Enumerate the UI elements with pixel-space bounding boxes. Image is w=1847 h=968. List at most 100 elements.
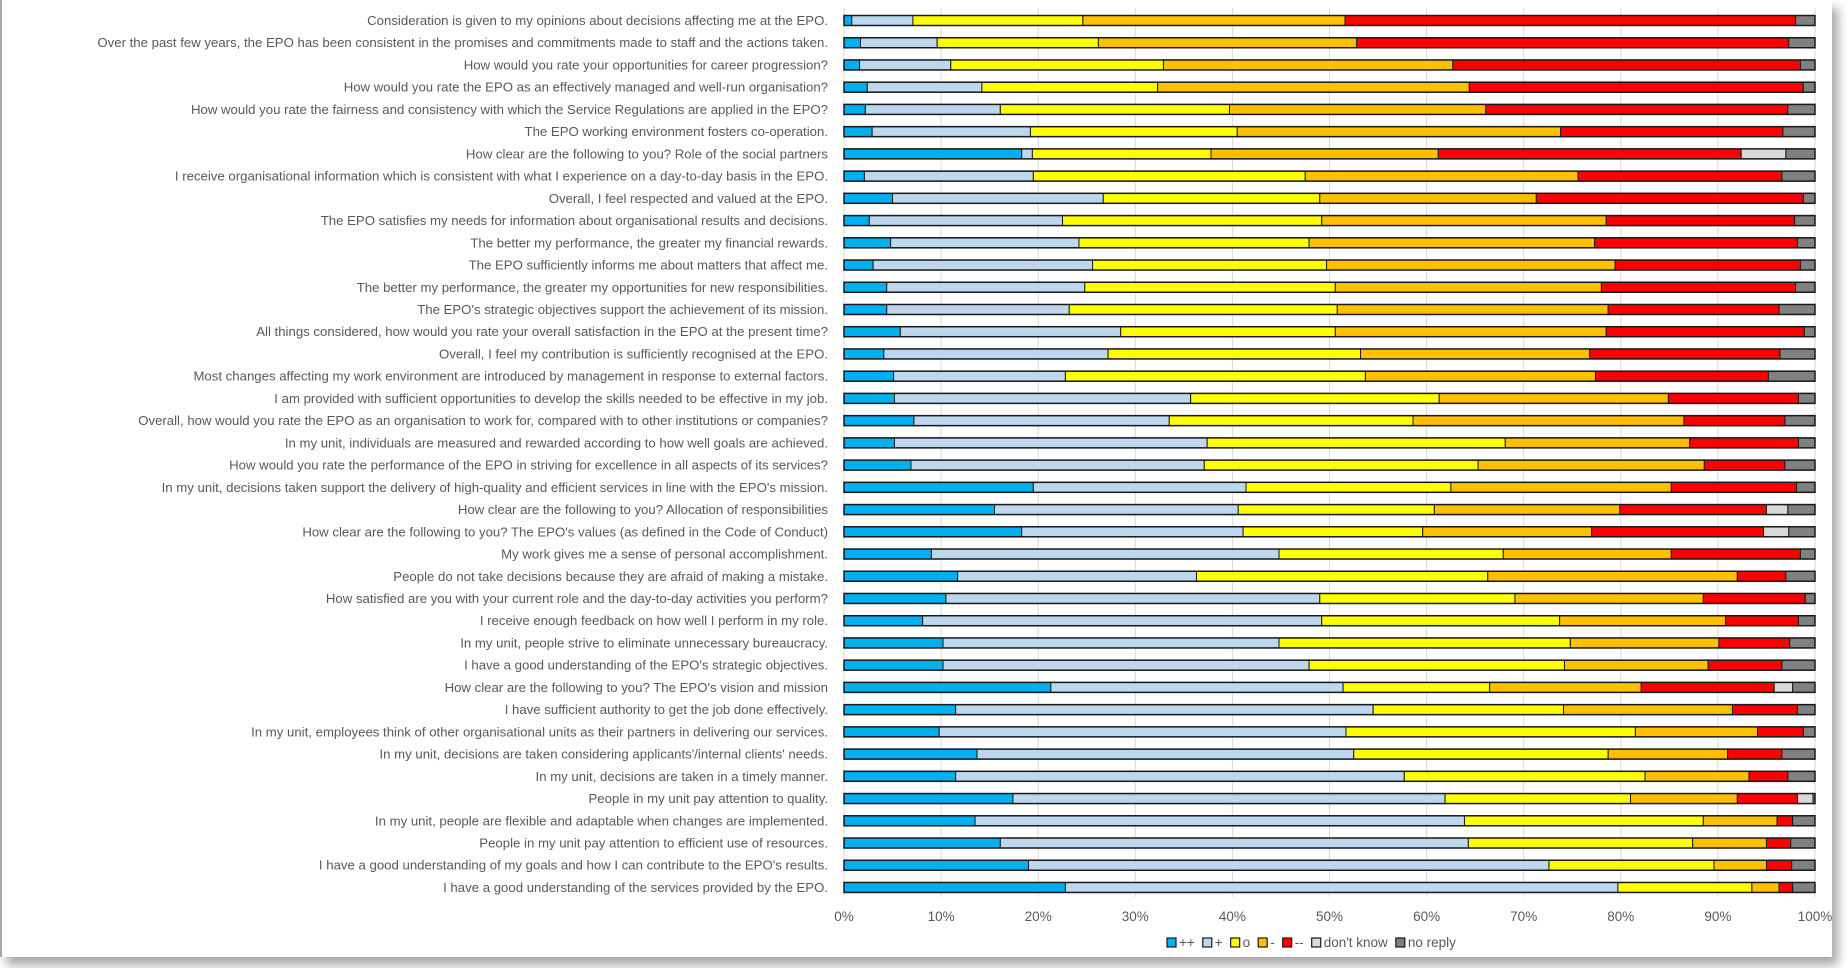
bar-segment-noreply	[1781, 659, 1816, 671]
bar-row	[843, 681, 1816, 694]
bar-segment-plusplus	[843, 126, 873, 138]
bar-segment-minusminus	[1731, 704, 1799, 716]
bar-segment-minus	[1702, 815, 1778, 827]
bar-row	[843, 348, 1816, 360]
legend-label: o	[1243, 935, 1251, 950]
bar-segment-o	[1206, 437, 1506, 449]
bar-segment-o	[999, 103, 1230, 115]
bar-outline	[843, 614, 1816, 627]
category-label: How satisfied are you with your current …	[326, 591, 828, 606]
bar-segment-noreply	[1797, 237, 1816, 249]
bar-outline	[843, 459, 1816, 471]
bar-row	[843, 148, 1816, 160]
bar-segment-o	[1061, 215, 1323, 227]
category-label: I have a good understanding of my goals …	[319, 858, 828, 873]
bar-row	[843, 614, 1816, 627]
bar-segment-minus	[1326, 259, 1616, 271]
bar-segment-noreply	[1788, 526, 1816, 538]
bar-segment-noreply	[1778, 303, 1816, 315]
bar-segment-o	[1617, 881, 1753, 893]
bar-segment-minusminus	[1614, 259, 1801, 271]
bar-segment-plus	[957, 570, 1197, 582]
legend-item: o	[1230, 935, 1251, 950]
bar-row	[843, 192, 1816, 205]
bar-segment-noreply	[1794, 215, 1816, 227]
bar-segment-plus	[866, 81, 983, 93]
bar-segment-minusminus	[1344, 15, 1797, 26]
bar-segment-o	[1120, 326, 1336, 338]
bar-segment-plusplus	[843, 859, 1029, 871]
bar-segment-plusplus	[843, 370, 895, 382]
bar-segment-dontknow	[1740, 148, 1787, 160]
bar-segment-minusminus	[1600, 281, 1797, 293]
bar-segment-o	[1203, 459, 1479, 471]
bar-segment-plus	[930, 548, 1280, 560]
bar-segment-minusminus	[1778, 881, 1794, 893]
bar-segment-o	[1353, 748, 1609, 760]
bar-row	[843, 503, 1816, 516]
bar-segment-plus	[851, 15, 914, 26]
bar-segment-plus	[955, 770, 1405, 782]
bar-segment-plus	[872, 259, 1094, 271]
category-label: How would you rate your opportunities fo…	[464, 57, 828, 72]
legend-swatch	[1230, 937, 1241, 948]
bar-outline	[843, 548, 1816, 560]
bar-segment-minusminus	[1577, 170, 1783, 182]
bar-segment-plus	[1027, 859, 1550, 871]
bar-segment-plusplus	[843, 837, 1001, 849]
bar-segment-minusminus	[1765, 859, 1793, 871]
bar-segment-minus	[1502, 548, 1672, 560]
bar-outline	[843, 170, 1816, 182]
bar-row	[843, 570, 1816, 582]
x-tick-label: 100%	[1798, 909, 1833, 924]
bar-segment-minus	[1607, 748, 1729, 760]
category-label: How clear are the following to you? The …	[302, 524, 828, 539]
bar-segment-o	[1444, 793, 1632, 805]
bar-outline	[843, 681, 1816, 694]
bar-row	[843, 170, 1816, 182]
bar-row	[843, 414, 1816, 427]
bar-segment-minus	[1559, 615, 1727, 627]
bar-segment-noreply	[1785, 148, 1816, 160]
bar-segment-minus	[1438, 392, 1669, 404]
bar-outline	[843, 503, 1816, 516]
bar-segment-plus	[994, 504, 1239, 516]
bar-row	[843, 237, 1816, 249]
bar-segment-o	[1032, 170, 1306, 182]
bar-row	[843, 36, 1816, 49]
legend-label: --	[1295, 935, 1304, 950]
bar-outline	[843, 370, 1816, 382]
bar-segment-noreply	[1789, 637, 1816, 649]
bar-segment-minus	[1477, 459, 1705, 471]
bar-outline	[843, 281, 1816, 294]
bar-segment-o	[1190, 392, 1440, 404]
bar-row	[843, 748, 1816, 760]
bar-segment-plusplus	[843, 526, 1023, 538]
bar-segment-plusplus	[843, 548, 932, 560]
bar-segment-noreply	[1791, 859, 1816, 871]
bar-segment-plusplus	[843, 170, 865, 182]
bar-segment-minusminus	[1670, 481, 1798, 493]
bar-segment-minusminus	[1535, 192, 1804, 204]
bar-segment-minusminus	[1683, 415, 1786, 427]
bar-segment-noreply	[1799, 259, 1816, 271]
bar-segment-plus	[1064, 881, 1619, 893]
bar-segment-plus	[910, 459, 1205, 471]
bar-segment-plus	[860, 37, 938, 49]
bar-segment-plusplus	[843, 615, 924, 627]
bar-row	[843, 459, 1816, 471]
bar-segment-plusplus	[843, 748, 978, 760]
bar-segment-o	[1463, 815, 1704, 827]
bar-outline	[843, 592, 1816, 605]
legend-swatch	[1166, 937, 1177, 948]
bar-segment-plus	[1012, 793, 1446, 805]
legend-swatch	[1202, 937, 1213, 948]
bar-segment-minusminus	[1607, 303, 1780, 315]
bar-segment-minusminus	[1703, 459, 1786, 471]
bar-segment-o	[1319, 592, 1516, 604]
bar-segment-minus	[1082, 15, 1346, 26]
bar-segment-plus	[999, 837, 1469, 849]
bar-segment-plus	[976, 748, 1355, 760]
bar-segment-noreply	[1790, 837, 1816, 849]
bar-segment-plusplus	[843, 37, 862, 49]
